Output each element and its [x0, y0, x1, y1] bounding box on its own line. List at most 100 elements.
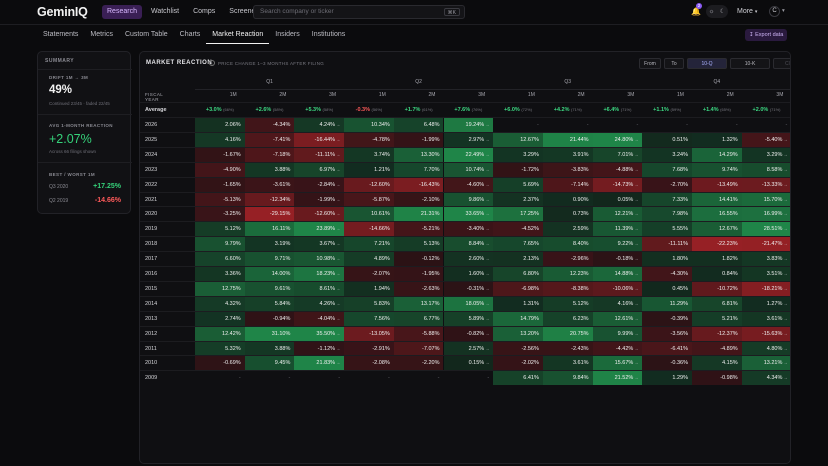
reaction-cell[interactable]: 5.21% [692, 311, 742, 326]
reaction-cell[interactable]: 5.55% [642, 222, 692, 237]
reaction-cell[interactable]: 2.59% [542, 222, 593, 237]
reaction-cell[interactable]: -14.66% [344, 222, 394, 237]
reaction-cell[interactable]: -12.37% [692, 326, 742, 341]
reaction-cell[interactable]: 3.88% [244, 162, 295, 177]
reaction-cell[interactable]: -4.30% [642, 267, 692, 281]
reaction-cell[interactable]: 16.55% [692, 207, 742, 222]
reaction-cell[interactable]: 3.67%→ [294, 237, 345, 252]
nav-item-watchlist[interactable]: Watchlist [150, 8, 180, 15]
reaction-cell[interactable]: 9.79% [195, 237, 245, 252]
reaction-cell[interactable]: 5.84% [244, 296, 295, 311]
reaction-cell[interactable]: 5.32% [195, 341, 245, 356]
reaction-cell[interactable]: -7.18% [244, 147, 295, 162]
reaction-cell[interactable]: -0.69% [195, 356, 245, 371]
reaction-cell[interactable]: - [444, 371, 494, 385]
reaction-cell[interactable]: 9.45% [244, 356, 295, 371]
reaction-cell[interactable]: -6.41% [642, 341, 692, 356]
reaction-cell[interactable]: -11.11%→ [294, 147, 345, 162]
reaction-cell[interactable]: -22.23% [692, 237, 742, 252]
reaction-cell[interactable]: 6.23% [542, 311, 593, 326]
reaction-cell[interactable]: 9.74% [692, 162, 742, 177]
reaction-cell[interactable]: 3.61% [542, 356, 593, 371]
reaction-cell[interactable]: -3.61% [244, 177, 295, 192]
reaction-cell[interactable]: -2.91% [344, 341, 394, 356]
reaction-cell[interactable]: 1.60%→ [443, 267, 494, 281]
reaction-cell[interactable]: 21.31% [393, 207, 444, 222]
reaction-cell[interactable]: -3.83% [542, 162, 593, 177]
reaction-cell[interactable]: 7.70% [393, 162, 444, 177]
reaction-cell[interactable]: 1.27%→ [741, 296, 790, 311]
reaction-cell[interactable]: -7.14% [542, 177, 593, 192]
reaction-cell[interactable]: -13.33%→ [741, 177, 790, 192]
reaction-cell[interactable]: 1.29% [642, 371, 692, 386]
reaction-cell[interactable]: - [543, 118, 593, 132]
reaction-cell[interactable]: -3.56% [642, 326, 692, 341]
reaction-cell[interactable]: 10.74%→ [443, 162, 494, 177]
reaction-cell[interactable]: -7.07% [393, 341, 444, 356]
reaction-cell[interactable]: 10.61% [344, 207, 394, 222]
filter-clear-button[interactable]: Clear [773, 58, 790, 69]
reaction-cell[interactable]: 1.80% [642, 252, 692, 267]
nav-item-comps[interactable]: Comps [193, 8, 216, 15]
bell-icon[interactable]: 🔔 [691, 7, 701, 16]
reaction-cell[interactable]: 9.84% [542, 371, 593, 386]
reaction-cell[interactable]: -5.88% [393, 326, 444, 341]
reaction-cell[interactable]: 5.89%→ [443, 311, 494, 326]
reaction-cell[interactable]: 21.52%→ [592, 371, 643, 386]
reaction-cell[interactable]: 9.61% [244, 281, 295, 296]
filter-10q-button[interactable]: 10-Q [687, 58, 727, 69]
reaction-cell[interactable]: -1.67% [195, 147, 245, 162]
reaction-cell[interactable]: 20.75% [542, 326, 593, 341]
reaction-cell[interactable]: 13.30% [393, 147, 444, 162]
filter-10k-button[interactable]: 10-K [730, 58, 770, 69]
reaction-cell[interactable]: -1.99%→ [294, 192, 345, 207]
reaction-cell[interactable]: 35.50%→ [294, 326, 345, 341]
chevron-down-icon[interactable]: ▾ [782, 8, 785, 14]
reaction-cell[interactable]: -0.82%→ [443, 326, 494, 341]
reaction-cell[interactable]: 12.42% [195, 326, 245, 341]
reaction-cell[interactable]: 22.49%→ [443, 147, 494, 162]
reaction-cell[interactable]: 0.15%→ [443, 356, 494, 371]
reaction-cell[interactable]: -13.49% [692, 177, 742, 192]
reaction-cell[interactable]: -4.34% [244, 118, 295, 132]
reaction-cell[interactable]: -3.25% [195, 207, 245, 222]
reaction-cell[interactable]: 6.81% [692, 296, 742, 311]
nav-item-research[interactable]: Research [102, 5, 142, 19]
reaction-cell[interactable]: -18.21%→ [741, 281, 790, 296]
reaction-cell[interactable]: 23.89%→ [294, 222, 345, 237]
reaction-cell[interactable]: -2.20% [393, 356, 444, 371]
tab-metrics[interactable]: Metrics [90, 31, 113, 38]
reaction-cell[interactable]: 6.97%→ [294, 162, 345, 177]
reaction-cell[interactable]: 12.23% [542, 267, 593, 281]
reaction-cell[interactable]: -0.12% [393, 252, 444, 267]
reaction-cell[interactable]: -5.13% [195, 192, 245, 207]
reaction-cell[interactable]: 12.67% [493, 132, 543, 147]
reaction-cell[interactable]: -4.78% [344, 132, 394, 147]
reaction-cell[interactable]: 6.60% [195, 252, 245, 267]
tab-custom-table[interactable]: Custom Table [124, 31, 168, 38]
reaction-cell[interactable]: -6.98% [493, 281, 543, 296]
reaction-cell[interactable]: 14.79% [493, 311, 543, 326]
filter-to-button[interactable]: To [664, 58, 684, 69]
reaction-cell[interactable]: 4.16%→ [592, 296, 643, 311]
reaction-cell[interactable]: 21.83%→ [294, 356, 345, 371]
reaction-cell[interactable]: 6.41% [493, 371, 543, 386]
reaction-cell[interactable]: -14.73%→ [592, 177, 643, 192]
reaction-cell[interactable]: 3.74% [344, 147, 394, 162]
reaction-cell[interactable]: - [245, 371, 295, 385]
reaction-cell[interactable]: -3.40%→ [443, 222, 494, 237]
reaction-cell[interactable]: 19.24%→ [443, 118, 494, 132]
reaction-cell[interactable]: 6.80% [493, 267, 543, 281]
reaction-cell[interactable]: -4.88%→ [592, 162, 643, 177]
reaction-cell[interactable]: 16.11% [244, 222, 295, 237]
reaction-cell[interactable]: -16.43% [393, 177, 444, 192]
reaction-cell[interactable]: -4.42%→ [592, 341, 643, 356]
reaction-cell[interactable]: -1.72% [493, 162, 543, 177]
reaction-cell[interactable]: -1.95% [393, 267, 444, 281]
reaction-cell[interactable]: 3.91% [542, 147, 593, 162]
reaction-cell[interactable]: 9.99%→ [592, 326, 643, 341]
reaction-cell[interactable]: 0.84% [692, 267, 742, 281]
reaction-cell[interactable]: 0.51% [642, 132, 692, 147]
reaction-cell[interactable]: - [493, 118, 543, 132]
reaction-cell[interactable]: 3.19% [244, 237, 295, 252]
